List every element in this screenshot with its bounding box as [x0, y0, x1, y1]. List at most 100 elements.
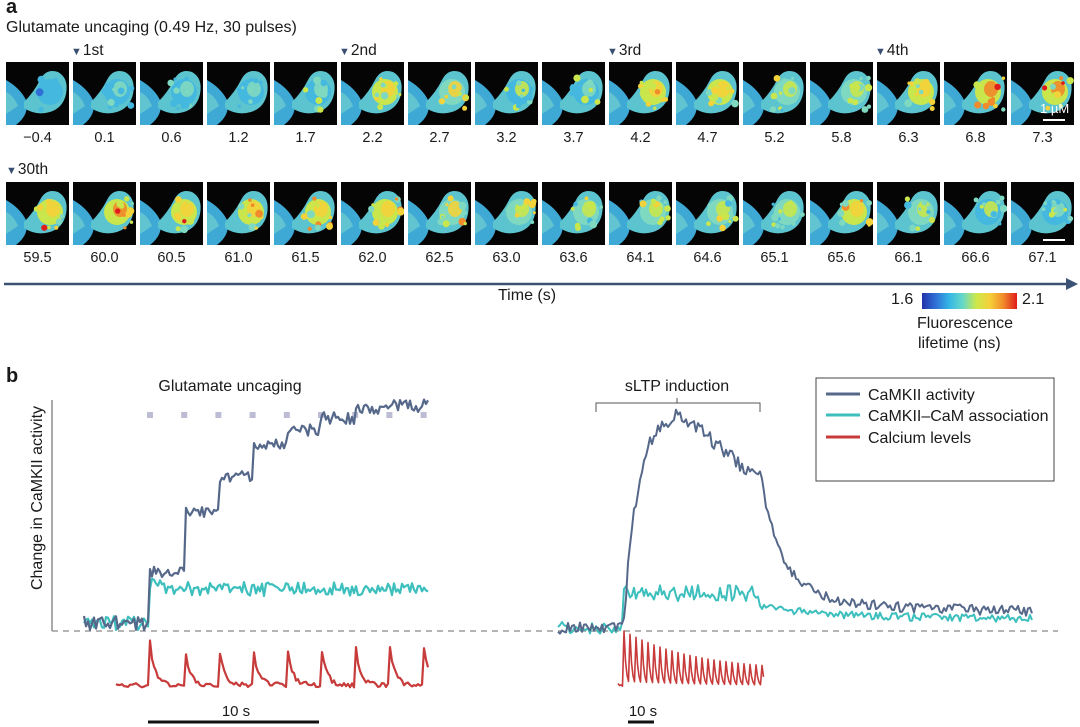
row1-time-label: 2.7 [429, 130, 450, 146]
pulse-marker: ▼3rd [607, 42, 641, 60]
row2-frame [408, 182, 471, 245]
row2-time-label: 60.0 [90, 250, 119, 266]
row2-time-label: 60.5 [157, 250, 186, 266]
row2-time-label: 64.1 [626, 250, 655, 266]
row2-frame [73, 182, 136, 245]
colorbar-label-line1: Fluorescence [917, 315, 1014, 332]
legend: CaMKII activity CaMKII–CaM association C… [815, 377, 1055, 482]
scalebar-right-label: 10 s [629, 703, 657, 720]
pulse-marker-label: 1st [82, 42, 104, 59]
legend-entry-activity: CaMKII activity [868, 387, 975, 404]
row1-frame [676, 62, 739, 125]
down-triangle-icon: ▼ [607, 46, 618, 58]
panel-b-letter: b [6, 365, 19, 387]
row1-time-label: 1.7 [295, 130, 316, 146]
row2-time-label: 62.5 [425, 250, 454, 266]
row2-frame [542, 182, 605, 245]
down-triangle-icon: ▼ [875, 46, 886, 58]
row2-time-label: 66.1 [894, 250, 923, 266]
row2-time-label: 62.0 [358, 250, 387, 266]
legend-entry-association: CaMKII–CaM association [868, 408, 1049, 425]
row2-time-label: 59.5 [23, 250, 52, 266]
row2-time-label: 61.5 [291, 250, 320, 266]
row2-frame [1011, 182, 1074, 245]
row1-frame [743, 62, 806, 125]
right-experiment-traces [557, 408, 1033, 687]
row1-frame [877, 62, 940, 125]
glutamate-annotation: Glutamate uncaging [158, 378, 301, 395]
colorbar-max: 2.1 [1022, 291, 1045, 308]
row2-frame [877, 182, 940, 245]
row1-frame [207, 62, 270, 125]
row1-time-label: 5.2 [764, 130, 785, 146]
row1-time-label: 0.1 [94, 130, 115, 146]
row1-time-label: 6.8 [965, 130, 986, 146]
uncaging-pulse-dot [215, 412, 222, 418]
pulse-marker: ▼30th [6, 161, 48, 179]
uncaging-pulse-dot [386, 412, 393, 418]
time-axis-label: Time (s) [498, 287, 557, 304]
colorbar-min: 1.6 [891, 291, 914, 308]
right-calcium-trace [617, 630, 765, 687]
uncaging-pulse-dot [147, 412, 153, 418]
row2-time-label: 67.1 [1028, 250, 1057, 266]
right-activity-trace [557, 408, 1033, 635]
row1-time-label: −0.4 [23, 130, 52, 146]
row1-frame [73, 62, 136, 125]
legend-box [815, 377, 1055, 482]
row1-frame [274, 62, 337, 125]
right-association-trace [557, 584, 1033, 635]
row2-frame [810, 182, 873, 245]
row2-frame [609, 182, 672, 245]
row1-frame [140, 62, 203, 125]
row2-time-label: 64.6 [693, 250, 722, 266]
pulse-marker-label: 3rd [618, 42, 642, 59]
colorbar-label-line2: lifetime (ns) [918, 335, 1001, 352]
row1-time-label: 1.2 [228, 130, 249, 146]
row2-time-label: 65.1 [760, 250, 789, 266]
row2-time-label: 65.6 [827, 250, 856, 266]
row2-time-label: 63.6 [559, 250, 588, 266]
y-axis-label: Change in CaMKII activity [29, 406, 46, 590]
row1-time-label: 4.2 [630, 130, 651, 146]
camkii-chart: Change in CaMKII activity Glutamate unca… [29, 377, 1058, 724]
row2-time-label: 63.0 [492, 250, 521, 266]
uncaging-pulse-dot [420, 412, 427, 418]
panel-a-title: Glutamate uncaging (0.49 Hz, 30 pulses) [6, 19, 297, 36]
uncaging-pulse-dot [181, 412, 188, 418]
left-experiment-traces [82, 398, 430, 689]
down-triangle-icon: ▼ [71, 46, 82, 58]
row1-time-label: 4.7 [697, 130, 718, 146]
pulse-marker-label: 2nd [350, 42, 377, 59]
down-triangle-icon: ▼ [339, 46, 350, 58]
row1-frame [944, 62, 1007, 125]
pulse-marker: ▼2nd [339, 42, 377, 60]
image-scalebar-row2 [1043, 239, 1065, 241]
row2-time-label: 66.6 [961, 250, 990, 266]
row1-frame [810, 62, 873, 125]
panel-a-letter: a [6, 0, 18, 18]
row2-frame [274, 182, 337, 245]
row2-frame [743, 182, 806, 245]
row1-frame [609, 62, 672, 125]
row2-frame [944, 182, 1007, 245]
row1-time-label: 7.3 [1032, 130, 1053, 146]
scalebar-left-label: 10 s [222, 703, 250, 720]
row1-frame [6, 62, 69, 125]
uncaging-pulse-dot [249, 412, 256, 418]
pulse-marker: ▼1st [71, 42, 104, 60]
row2-frame [341, 182, 404, 245]
uncaging-pulse-markers [147, 412, 427, 418]
row2-frame [140, 182, 203, 245]
sltp-bracket [595, 398, 761, 412]
row2-frame [207, 182, 270, 245]
pulse-marker: ▼4th [875, 42, 908, 60]
row1-time-label: 0.6 [161, 130, 182, 146]
pulse-marker-label: 4th [886, 42, 909, 59]
legend-entry-calcium: Calcium levels [868, 430, 971, 447]
left-association-trace [83, 577, 429, 631]
pulse-marker-label: 30th [17, 161, 49, 178]
row1-time-label: 3.2 [496, 130, 517, 146]
row1-time-label: 3.7 [563, 130, 584, 146]
row1-time-label: 6.3 [898, 130, 919, 146]
